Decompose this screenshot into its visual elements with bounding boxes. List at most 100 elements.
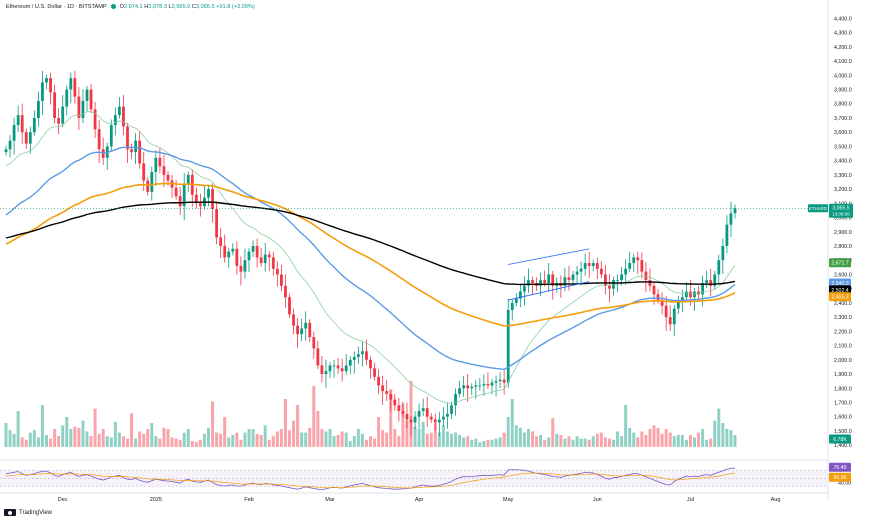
volume-bar bbox=[360, 433, 364, 447]
candle-body bbox=[579, 268, 583, 272]
ma-price-badge: 2,540.3 bbox=[831, 281, 848, 287]
candle-body bbox=[178, 196, 182, 207]
candle-body bbox=[207, 189, 210, 198]
volume-bar bbox=[417, 429, 421, 447]
volume-bar bbox=[45, 435, 48, 447]
candle-body bbox=[89, 89, 93, 110]
volume-bar bbox=[134, 438, 138, 447]
candle-body bbox=[676, 301, 680, 309]
volume-bar bbox=[259, 435, 263, 447]
candle-body bbox=[243, 260, 247, 272]
volume-bar bbox=[312, 385, 316, 447]
candle-body bbox=[227, 251, 231, 258]
volume-bar bbox=[644, 435, 648, 447]
price-tick-label: 3,800.0 bbox=[834, 102, 852, 108]
candle-body bbox=[77, 96, 81, 118]
candle-body bbox=[575, 271, 579, 275]
ma-price-badge-bg bbox=[829, 278, 851, 288]
price-tick-label: 4,100.0 bbox=[834, 59, 852, 65]
candle-body bbox=[595, 263, 599, 269]
volume-bar bbox=[385, 432, 389, 447]
last-price-badge-bg bbox=[829, 203, 853, 218]
candle-body bbox=[429, 416, 433, 420]
candle-body bbox=[660, 300, 664, 306]
candle-body bbox=[413, 416, 417, 423]
volume-bar bbox=[288, 430, 291, 447]
ema-100-line bbox=[5, 182, 736, 327]
volume-bar bbox=[421, 421, 425, 447]
candle-body bbox=[215, 209, 218, 238]
high-value: 3,078.3 bbox=[148, 4, 167, 10]
candle-body bbox=[462, 385, 466, 389]
candle-body bbox=[466, 385, 470, 389]
price-tick-label: 1,400.0 bbox=[834, 443, 852, 449]
volume-bar bbox=[207, 427, 210, 447]
volume-bar bbox=[373, 438, 377, 447]
volume-bar bbox=[332, 436, 336, 447]
volume-bar bbox=[620, 436, 624, 447]
candle-body bbox=[69, 78, 73, 90]
candle-body bbox=[300, 328, 304, 335]
candle-body bbox=[142, 163, 146, 181]
candle-body bbox=[162, 166, 166, 175]
price-tick-label: 1,800.0 bbox=[834, 386, 852, 392]
candle-body bbox=[8, 140, 12, 150]
volume-bar bbox=[535, 436, 539, 447]
candle-body bbox=[567, 277, 571, 281]
candle-body bbox=[616, 280, 619, 281]
candle-body bbox=[288, 297, 291, 315]
candle-body bbox=[312, 337, 316, 349]
candle-body bbox=[344, 365, 348, 372]
candle-body bbox=[57, 117, 61, 124]
symbol-text: Ethereum / U.S. Dollar · 1D · BITSTAMP bbox=[6, 4, 107, 10]
volume-bar bbox=[65, 417, 69, 447]
candle-body bbox=[437, 419, 441, 423]
wedge-top-trendline bbox=[508, 248, 590, 265]
price-tick-label: 2,100.0 bbox=[834, 344, 852, 350]
candle-body bbox=[336, 365, 340, 369]
candle-body bbox=[693, 291, 696, 298]
volume-bar bbox=[344, 432, 348, 447]
candle-body bbox=[37, 100, 40, 118]
low-value: 2,965.0 bbox=[171, 4, 191, 10]
candle-body bbox=[405, 413, 409, 420]
volume-bar bbox=[292, 420, 296, 447]
volume-bar bbox=[53, 429, 57, 447]
ema-20-line bbox=[5, 111, 736, 404]
volume-bar bbox=[510, 399, 514, 447]
time-tick-label: Aug bbox=[771, 497, 781, 503]
change-value: +91.8 (+3.09%) bbox=[216, 4, 255, 10]
candle-body bbox=[551, 274, 555, 286]
volume-bar bbox=[93, 408, 97, 447]
volume-bar bbox=[356, 429, 360, 447]
ema-50-line bbox=[5, 146, 736, 371]
candle-body bbox=[113, 115, 117, 126]
candle-body bbox=[174, 187, 178, 197]
volume-badge: 6.78K bbox=[833, 437, 847, 443]
candle-body bbox=[259, 257, 263, 264]
volume-bar bbox=[364, 439, 368, 447]
candle-body bbox=[478, 385, 482, 387]
volume-bar bbox=[522, 432, 526, 447]
candle-body bbox=[664, 305, 668, 318]
candle-body bbox=[109, 125, 113, 147]
candle-body bbox=[652, 285, 656, 295]
volume-bar bbox=[12, 433, 16, 447]
candle-body bbox=[672, 308, 676, 325]
candle-body bbox=[620, 274, 623, 281]
candle-body bbox=[543, 280, 547, 283]
volume-bar bbox=[664, 429, 668, 447]
tradingview-logo[interactable]: TradingView bbox=[4, 509, 52, 516]
volume-bar bbox=[599, 432, 603, 447]
volume-bar bbox=[121, 436, 125, 447]
candle-body bbox=[604, 274, 607, 286]
volume-bar bbox=[81, 420, 85, 447]
ma-price-badge-bg bbox=[829, 292, 851, 302]
candle-body bbox=[563, 277, 567, 286]
candle-body bbox=[389, 393, 393, 400]
candle-body bbox=[717, 260, 721, 275]
volume-bar bbox=[684, 439, 688, 447]
candle-body bbox=[97, 129, 101, 150]
